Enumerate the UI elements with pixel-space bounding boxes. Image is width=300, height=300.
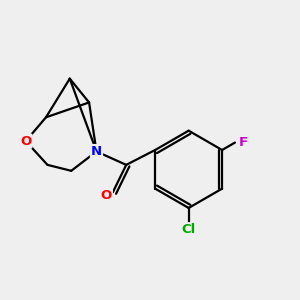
Text: O: O: [20, 135, 32, 148]
Text: Cl: Cl: [182, 223, 196, 236]
Text: N: N: [91, 145, 102, 158]
Text: F: F: [239, 136, 248, 149]
Text: O: O: [101, 189, 112, 202]
